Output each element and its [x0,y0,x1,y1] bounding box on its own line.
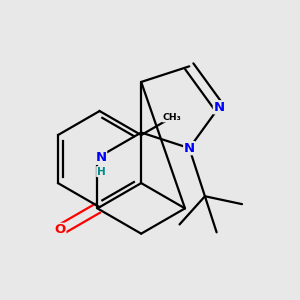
Text: N: N [214,101,225,114]
Text: H: H [97,167,106,177]
Text: N: N [95,151,106,164]
Text: O: O [55,224,66,236]
Text: CH₃: CH₃ [163,113,181,122]
Text: N: N [184,142,195,155]
